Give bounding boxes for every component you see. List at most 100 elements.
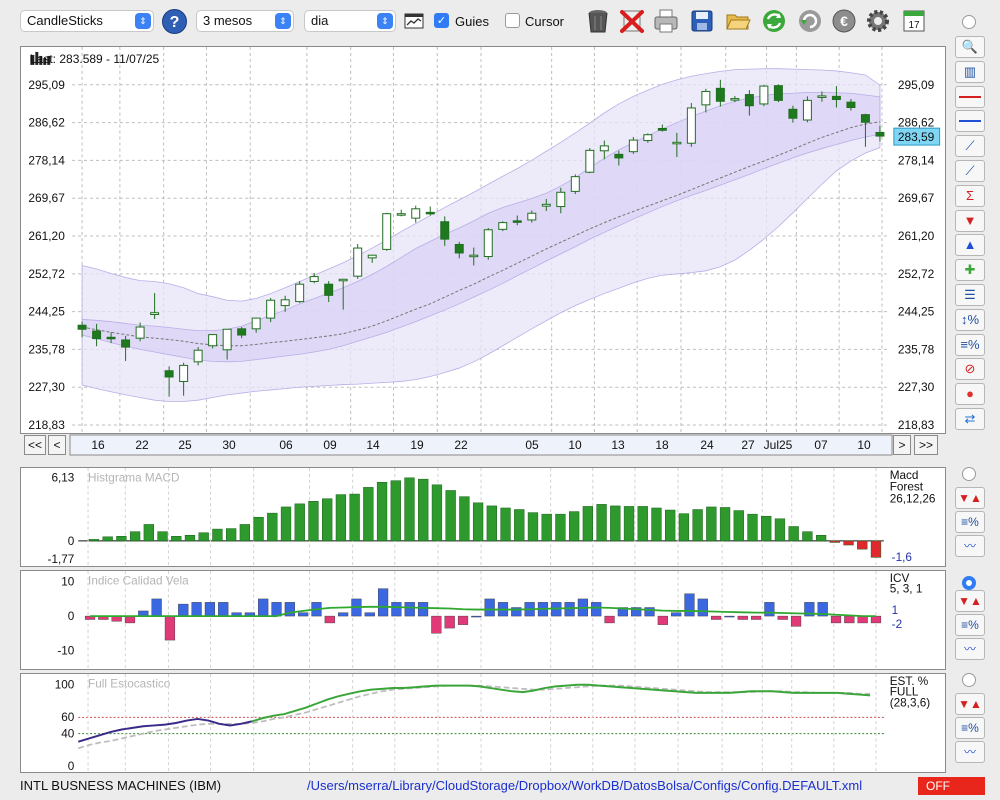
icv-y-tick: 10 [61, 576, 75, 589]
percent-scale-button[interactable]: ↕% [955, 308, 985, 331]
x-tick-label: 18 [655, 438, 669, 452]
swap-button[interactable]: ⇄ [955, 408, 985, 430]
price-chart: 295,09 295,09 286,62 286,62 278,14 278,14 269,… [20, 46, 946, 434]
arrow-down-red-button[interactable]: ▼ [955, 209, 985, 232]
trend-channel-button[interactable]: ⟋ [955, 135, 985, 158]
icv-panel-radio[interactable] [962, 576, 976, 590]
refresh-icon[interactable] [760, 7, 788, 35]
candle-body [280, 299, 290, 307]
percent-lines-icon: ≡% [961, 515, 979, 529]
nav-first-button[interactable]: << [24, 435, 46, 455]
macd-panel-radio[interactable] [962, 467, 976, 481]
sigma-line-button[interactable]: Σ [955, 184, 985, 207]
candle-body [831, 95, 841, 100]
trash-icon[interactable] [584, 7, 612, 35]
icv-bar [484, 598, 495, 617]
macd-bar [678, 513, 690, 542]
horizontal-line-blue-button[interactable] [955, 110, 985, 133]
stoch-arrows-button[interactable]: ▼▲ [955, 693, 985, 715]
reload-icon[interactable] [796, 7, 824, 35]
zoom-button[interactable]: 🔍 [955, 36, 985, 58]
icv-value-1: 1 [892, 604, 899, 617]
candle-body [556, 191, 566, 208]
candle-body [353, 247, 363, 277]
y-tick-label: 261,20 [28, 229, 65, 243]
chevron-updown-icon: ⇕ [135, 13, 151, 29]
delete-icon[interactable] [618, 7, 646, 35]
stop-button[interactable]: ⊘ [955, 358, 985, 381]
stoch-panel-radio[interactable] [962, 673, 976, 687]
gear-icon[interactable] [864, 7, 892, 35]
grid-lines-button[interactable]: ☰ [955, 284, 985, 306]
candle-body [802, 99, 812, 121]
save-icon[interactable] [688, 7, 716, 35]
horizontal-line-red-icon [956, 95, 984, 116]
stoch-curve-button[interactable]: 〰 [955, 741, 985, 763]
candle-body [295, 283, 305, 303]
icv-bar [338, 612, 349, 617]
macd-chart: Histgrama MACD 6,13 0 -1,77 MacdForest26,12,… [20, 467, 946, 567]
arrow-up-blue-button[interactable]: ▲ [955, 234, 985, 257]
candle-body [643, 134, 653, 142]
chart-mini-icon[interactable] [404, 11, 424, 31]
cursor-checkbox[interactable] [505, 13, 520, 28]
icv-curve-button[interactable]: 〰 [955, 638, 985, 660]
icv-bar [391, 602, 402, 617]
panel-radio-top[interactable] [962, 15, 976, 29]
icv-bar [417, 602, 429, 617]
record-icon: ● [966, 386, 974, 402]
horizontal-line-red-button[interactable] [955, 85, 985, 108]
calendar-icon[interactable]: 17 [900, 7, 928, 35]
macd-value: -1,6 [892, 551, 913, 564]
nav-next-button[interactable]: > [893, 435, 911, 455]
help-button[interactable]: ? [162, 9, 187, 34]
macd-bar [198, 532, 209, 542]
nav-prev-button[interactable]: < [48, 435, 66, 455]
macd-y-tick: 0 [68, 535, 75, 548]
icv-bar [737, 615, 748, 620]
histogram-button[interactable]: ▥ [955, 60, 985, 83]
guides-checkbox[interactable]: ✓ [434, 13, 449, 28]
chart-type-select[interactable]: CandleSticks ⇕ [20, 10, 154, 32]
percent-scale-icon: ↕% [960, 311, 980, 327]
x-tick-label: 22 [454, 438, 468, 452]
period-select[interactable]: 3 mesos ⇕ [196, 10, 294, 32]
trendline-button[interactable]: ⟋ [955, 160, 985, 182]
x-tick-label: 16 [91, 438, 105, 452]
macd-bar [843, 540, 854, 546]
macd-bar [815, 535, 827, 542]
off-indicator[interactable]: OFF [918, 777, 985, 795]
macd-bar [610, 505, 621, 542]
percent-lines-button[interactable]: ≡% [955, 333, 985, 356]
stoch-main-line [251, 683, 871, 723]
candle-body [860, 114, 870, 123]
y-tick-label: 252,72 [28, 267, 65, 281]
nav-last-button[interactable]: >> [914, 435, 938, 455]
config-path-link[interactable]: /Users/mserra/Library/CloudStorage/Dropb… [307, 778, 863, 793]
interval-select[interactable]: dia ⇕ [304, 10, 396, 32]
icv-percent-lines-button[interactable]: ≡% [955, 614, 985, 636]
icv-arrows-button[interactable]: ▼▲ [955, 590, 985, 612]
macd-arrows-button[interactable]: ▼▲ [955, 487, 985, 509]
histogram-icon: ▥ [963, 63, 977, 79]
candle-body [498, 222, 508, 230]
euro-icon[interactable]: € [830, 7, 858, 35]
macd-percent-lines-button[interactable]: ≡% [955, 511, 985, 533]
stoch-y-tick: 0 [68, 760, 75, 773]
candle-body [585, 149, 595, 173]
icv-title: Indice Calidad Vela [88, 575, 189, 588]
cursor-label: Cursor [525, 14, 565, 29]
icv-bar [817, 602, 828, 617]
macd-bar [376, 481, 388, 542]
stoch-percent-lines-button[interactable]: ≡% [955, 717, 985, 739]
print-icon[interactable] [652, 7, 680, 35]
macd-curve-button[interactable]: 〰 [955, 535, 985, 557]
x-tick-label: 22 [135, 438, 149, 452]
x-tick-label: 06 [279, 438, 293, 452]
add-arrows-button[interactable]: ✚ [955, 259, 985, 282]
candle-body [730, 98, 740, 101]
period-value: 3 mesos [203, 13, 253, 28]
record-button[interactable]: ● [955, 383, 985, 406]
candle-body [788, 108, 798, 119]
open-folder-icon[interactable] [724, 7, 752, 35]
